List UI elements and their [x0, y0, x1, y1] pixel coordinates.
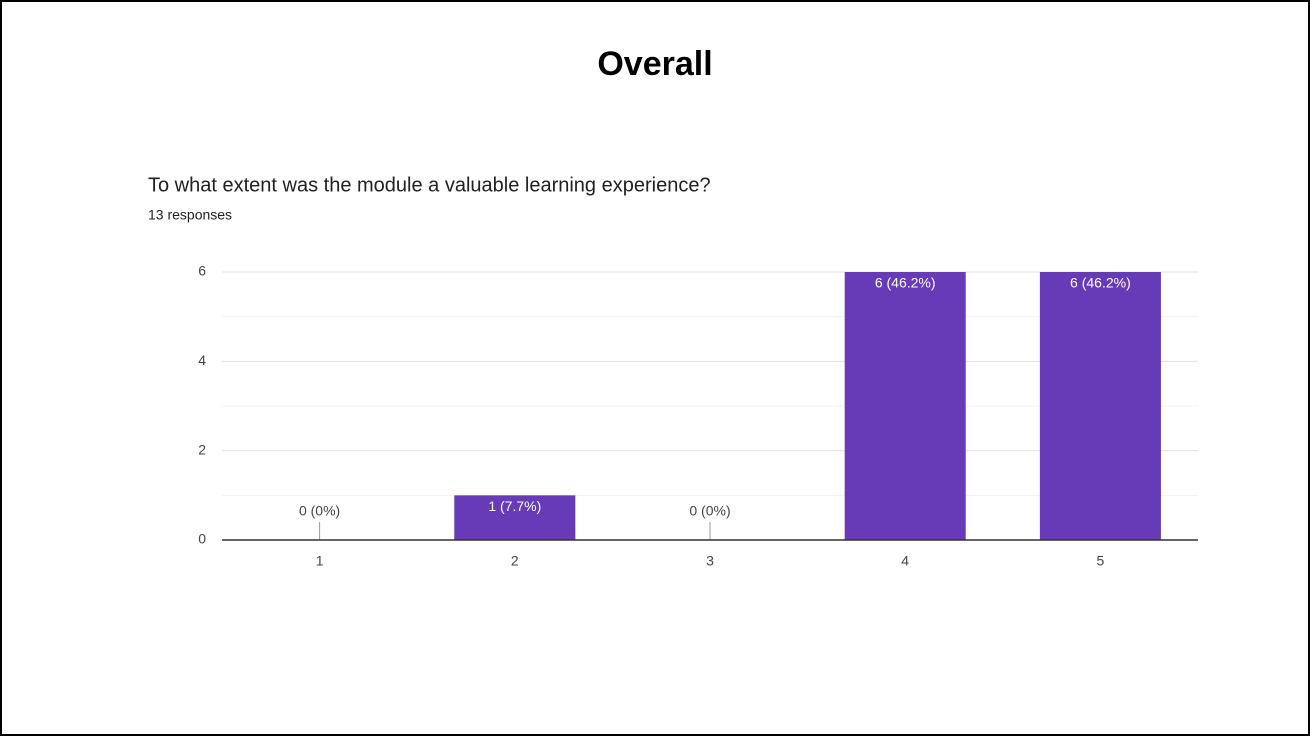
data-label: 6 (46.2%): [1070, 275, 1131, 291]
bar: [454, 495, 576, 540]
data-label: 0 (0%): [299, 503, 340, 519]
slide-title: Overall: [597, 45, 712, 83]
data-label: 1 (7.7%): [488, 498, 541, 514]
x-tick-label: 1: [316, 553, 324, 569]
chart-title: To what extent was the module a valuable…: [148, 174, 711, 196]
bar: [844, 272, 966, 540]
x-tick-label: 3: [706, 553, 714, 569]
y-tick-label: 2: [198, 441, 206, 457]
x-tick-label: 5: [1097, 553, 1105, 569]
y-tick-label: 4: [198, 352, 206, 368]
x-tick-label: 4: [901, 553, 909, 569]
bar: [1039, 272, 1161, 540]
x-tick-label: 2: [511, 553, 519, 569]
y-tick-label: 0: [198, 531, 206, 547]
chart-subtitle: 13 responses: [148, 207, 232, 223]
data-label: 0 (0%): [689, 503, 730, 519]
data-label: 6 (46.2%): [875, 275, 936, 291]
y-tick-label: 6: [198, 263, 206, 279]
